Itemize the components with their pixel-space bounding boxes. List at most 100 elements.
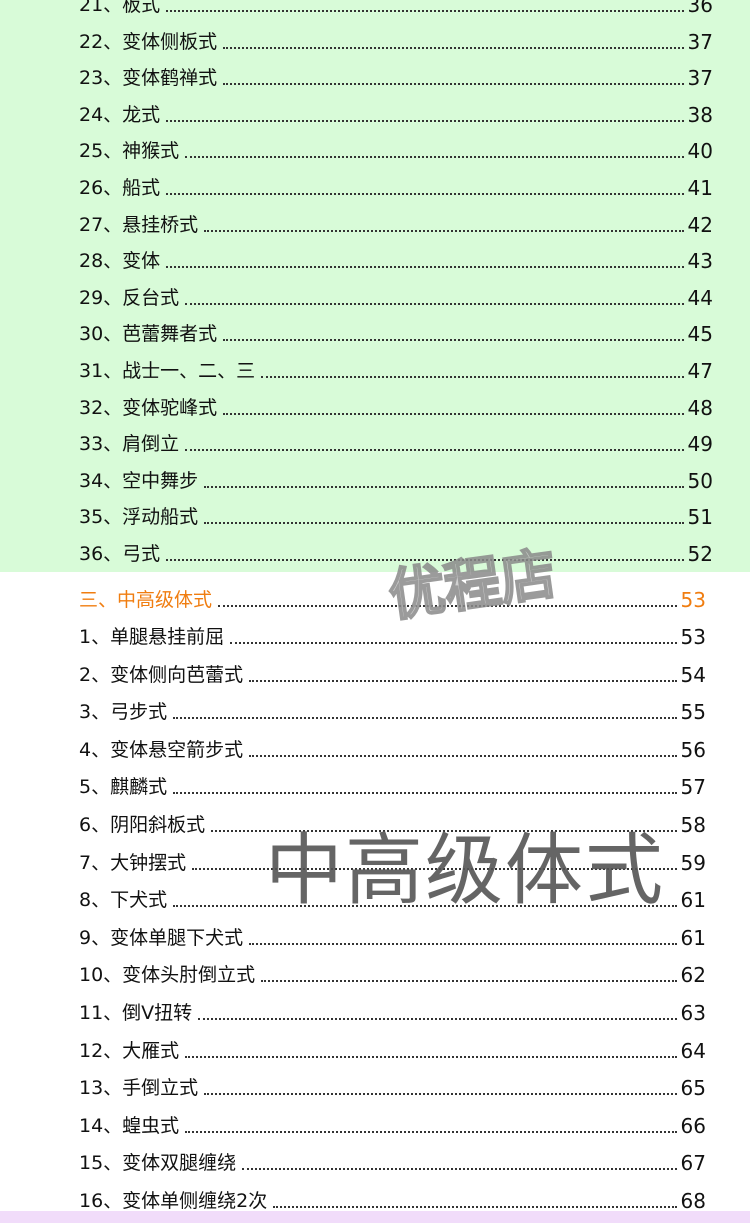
toc-entry-page: 61	[680, 888, 706, 913]
toc-entry[interactable]: 29、反台式 44	[79, 284, 713, 310]
toc-entry-label: 5、麒麟式	[79, 776, 168, 799]
toc-entry[interactable]: 33、肩倒立 49	[79, 430, 713, 456]
toc-entry[interactable]: 25、神猴式 40	[79, 137, 713, 163]
dot-leader	[204, 229, 684, 232]
toc-entry-label: 30、芭蕾舞者式	[79, 323, 218, 346]
toc-entry-label: 9、变体单腿下犬式	[79, 926, 244, 949]
toc-entry[interactable]: 13、手倒立式 65	[79, 1074, 706, 1100]
dot-leader	[166, 10, 684, 12]
toc-entry[interactable]: 9、变体单腿下犬式 61	[79, 924, 706, 950]
toc-entry[interactable]: 32、变体驼峰式 48	[79, 394, 713, 420]
dot-leader	[185, 156, 684, 159]
toc-entry-page: 43	[687, 249, 713, 274]
toc-entry[interactable]: 10、变体头肘倒立式 62	[79, 961, 706, 987]
dot-leader	[192, 867, 677, 870]
dot-leader	[223, 46, 684, 49]
toc-entry[interactable]: 34、空中舞步 50	[79, 467, 713, 493]
dot-leader	[223, 339, 684, 342]
dot-leader	[223, 412, 684, 415]
toc-entry-label: 31、战士一、二、三	[79, 360, 256, 382]
dot-leader	[166, 119, 684, 122]
dot-leader	[249, 942, 677, 945]
toc-entry-page: 57	[680, 775, 706, 800]
toc-entry-page: 53	[680, 588, 706, 612]
toc-entry[interactable]: 24、龙式 38	[79, 101, 713, 127]
toc-entry-label: 7、大钟摆式	[79, 851, 187, 874]
toc-entry-label: 21、板式	[79, 0, 161, 16]
toc-entry-page: 42	[687, 212, 713, 237]
toc-entry[interactable]: 7、大钟摆式 59	[79, 849, 706, 875]
dot-leader	[249, 679, 677, 682]
dot-leader	[185, 449, 684, 452]
toc-entry-label: 16、变体单侧缠绕2次	[79, 1190, 268, 1212]
toc-entry-page: 56	[680, 737, 706, 762]
toc-entry[interactable]: 6、阴阳斜板式 58	[79, 811, 706, 837]
toc-entry-page: 51	[687, 505, 713, 530]
toc-entry[interactable]: 15、变体双腿缠绕 67	[79, 1149, 706, 1175]
toc-entry-label: 12、大雁式	[79, 1039, 180, 1062]
toc-entry-label: 3、弓步式	[79, 701, 168, 724]
toc-entry-label: 22、变体侧板式	[79, 30, 218, 53]
toc-entry-label: 32、变体驼峰式	[79, 396, 218, 419]
toc-entry[interactable]: 28、变体 43	[79, 247, 713, 273]
toc-entry-label: 14、蝗虫式	[79, 1114, 180, 1137]
toc-entry[interactable]: 14、蝗虫式 66	[79, 1112, 706, 1138]
toc-entry-page: 50	[687, 468, 713, 493]
toc-entry-label: 36、弓式	[79, 543, 161, 565]
toc-entry[interactable]: 36、弓式 52	[79, 540, 713, 566]
toc-entry[interactable]: 23、变体鹤禅式 37	[79, 64, 713, 90]
toc-entry[interactable]: 2、变体侧向芭蕾式 54	[79, 661, 706, 687]
toc-entry-page: 63	[680, 1001, 706, 1025]
toc-entry[interactable]: 3、弓步式 55	[79, 698, 706, 724]
dot-leader	[185, 1130, 677, 1133]
toc-entry-label: 24、龙式	[79, 103, 161, 126]
toc-entry-page: 55	[680, 700, 706, 725]
toc-entry-label: 28、变体	[79, 250, 161, 273]
toc-entry-label: 6、阴阳斜板式	[79, 814, 206, 836]
dot-leader	[185, 302, 684, 305]
toc-entry-page: 47	[687, 359, 713, 383]
toc-entry[interactable]: 11、倒V扭转 63	[79, 999, 706, 1025]
toc-entry-label: 11、倒V扭转	[79, 1002, 193, 1024]
toc-entry-label: 34、空中舞步	[79, 469, 199, 492]
toc-entry[interactable]: 4、变体悬空箭步式 56	[79, 736, 706, 762]
toc-entry-page: 62	[680, 963, 706, 988]
toc-entry[interactable]: 1、单腿悬挂前屈 53	[79, 623, 706, 649]
toc-entry[interactable]: 26、船式 41	[79, 174, 713, 200]
toc-entry[interactable]: 22、变体侧板式 37	[79, 28, 713, 54]
toc-entry[interactable]: 31、战士一、二、三 47	[79, 357, 713, 383]
toc-entry-page: 66	[680, 1113, 706, 1138]
dot-leader	[185, 1055, 677, 1058]
toc-entry-label: 10、变体头肘倒立式	[79, 964, 256, 987]
toc-entry-label: 4、变体悬空箭步式	[79, 738, 244, 761]
toc-entry[interactable]: 5、麒麟式 57	[79, 773, 706, 799]
toc-entry-page: 67	[680, 1151, 706, 1176]
toc-entry-page: 54	[680, 662, 706, 687]
toc-entry[interactable]: 三、中高级体式 53	[79, 586, 706, 612]
bottom-strip	[0, 1211, 750, 1223]
toc-entry[interactable]: 8、下犬式 61	[79, 886, 706, 912]
dot-leader	[166, 193, 684, 195]
toc-entry[interactable]: 21、板式 36	[79, 0, 713, 17]
dot-leader	[198, 1018, 677, 1020]
toc-entry-label: 29、反台式	[79, 286, 180, 309]
toc-entry-label: 13、手倒立式	[79, 1077, 199, 1100]
toc-entry[interactable]: 35、浮动船式 51	[79, 503, 713, 529]
toc-entry-page: 68	[680, 1189, 706, 1213]
dot-leader	[261, 980, 677, 983]
toc-entry[interactable]: 16、变体单侧缠绕2次 68	[79, 1187, 706, 1213]
toc-entry-page: 41	[687, 176, 713, 200]
toc-entry-page: 64	[680, 1038, 706, 1063]
toc-entry-page: 65	[680, 1076, 706, 1101]
toc-entry[interactable]: 12、大雁式 64	[79, 1037, 706, 1063]
dot-leader	[218, 605, 677, 607]
dot-leader	[261, 376, 684, 378]
toc-entry-page: 53	[680, 625, 706, 649]
toc-entry[interactable]: 27、悬挂桥式 42	[79, 211, 713, 237]
toc-entry[interactable]: 30、芭蕾舞者式 45	[79, 320, 713, 346]
dot-leader	[211, 830, 677, 832]
dot-leader	[249, 754, 677, 757]
toc-entry-label: 25、神猴式	[79, 140, 180, 163]
toc-entry-page: 49	[687, 432, 713, 457]
dot-leader	[166, 266, 684, 269]
